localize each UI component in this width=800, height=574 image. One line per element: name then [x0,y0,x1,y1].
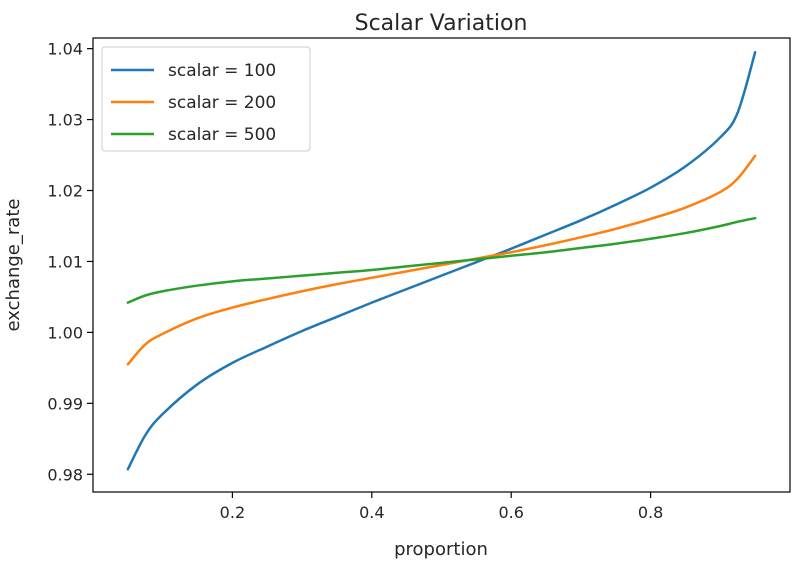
series-line-1 [126,50,757,471]
y-tick-label: 1.03 [47,111,83,130]
legend-label-3: scalar = 500 [168,125,276,145]
x-tick-label: 0.4 [359,503,384,522]
x-tick-label: 0.6 [498,503,523,522]
x-tick-label: 0.8 [638,503,663,522]
legend-box [101,46,311,152]
y-axis: 0.98 0.99 1.00 1.01 1.02 1.03 1.04 [47,40,93,484]
series-line-3 [126,216,757,304]
legend: scalar = 100 scalar = 200 scalar = 500 [101,46,311,152]
x-tick-label: 0.2 [220,503,245,522]
y-axis-label: exchange_rate [3,199,24,332]
y-tick-label: 0.99 [47,394,83,413]
y-tick-label: 1.00 [47,323,83,342]
y-tick-label: 1.04 [47,40,83,59]
series-lines [126,50,757,471]
x-axis-label: proportion [394,539,488,560]
y-tick-label: 1.02 [47,182,83,201]
legend-label-2: scalar = 200 [168,93,276,113]
legend-label-1: scalar = 100 [168,61,276,81]
x-axis: 0.2 0.4 0.6 0.8 [220,492,663,522]
y-tick-label: 0.98 [47,465,83,484]
chart-title: Scalar Variation [355,11,528,36]
series-line-2 [126,154,757,366]
y-tick-label: 1.01 [47,252,83,271]
